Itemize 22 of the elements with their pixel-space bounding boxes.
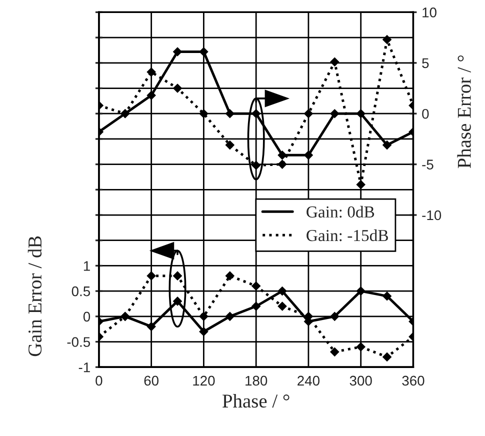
y-tick-label: -1 xyxy=(78,362,90,372)
x-axis-title: Phase / ° xyxy=(222,394,290,408)
x-tick-label: 0 xyxy=(96,376,102,386)
y2-tick-label: 0 xyxy=(422,108,429,119)
y-tick-label: 1 xyxy=(84,261,90,271)
y-tick-label: 0 xyxy=(83,312,90,322)
y-axis-title: Gain Error / dB xyxy=(28,236,42,356)
y2-tick-label: 10 xyxy=(422,8,436,18)
y-tick-label: -0.5 xyxy=(67,337,90,347)
y2-tick-label: -10 xyxy=(422,210,442,220)
x-tick-label: 240 xyxy=(298,376,320,386)
x-tick-label: 360 xyxy=(402,376,424,386)
x-tick-label: 60 xyxy=(144,376,158,386)
y2-tick-label: 5 xyxy=(422,58,429,68)
x-tick-label: 180 xyxy=(246,376,268,386)
y2-axis-title: Phase Error / ° xyxy=(457,55,471,168)
legend-label: Gain: -15dB xyxy=(306,229,388,242)
y-tick-label: 0.5 xyxy=(72,286,90,296)
x-tick-label: 300 xyxy=(350,376,372,386)
x-tick-label: 120 xyxy=(193,376,215,386)
legend-label: Gain: 0dB xyxy=(306,206,374,218)
y2-tick-label: -5 xyxy=(422,160,434,170)
